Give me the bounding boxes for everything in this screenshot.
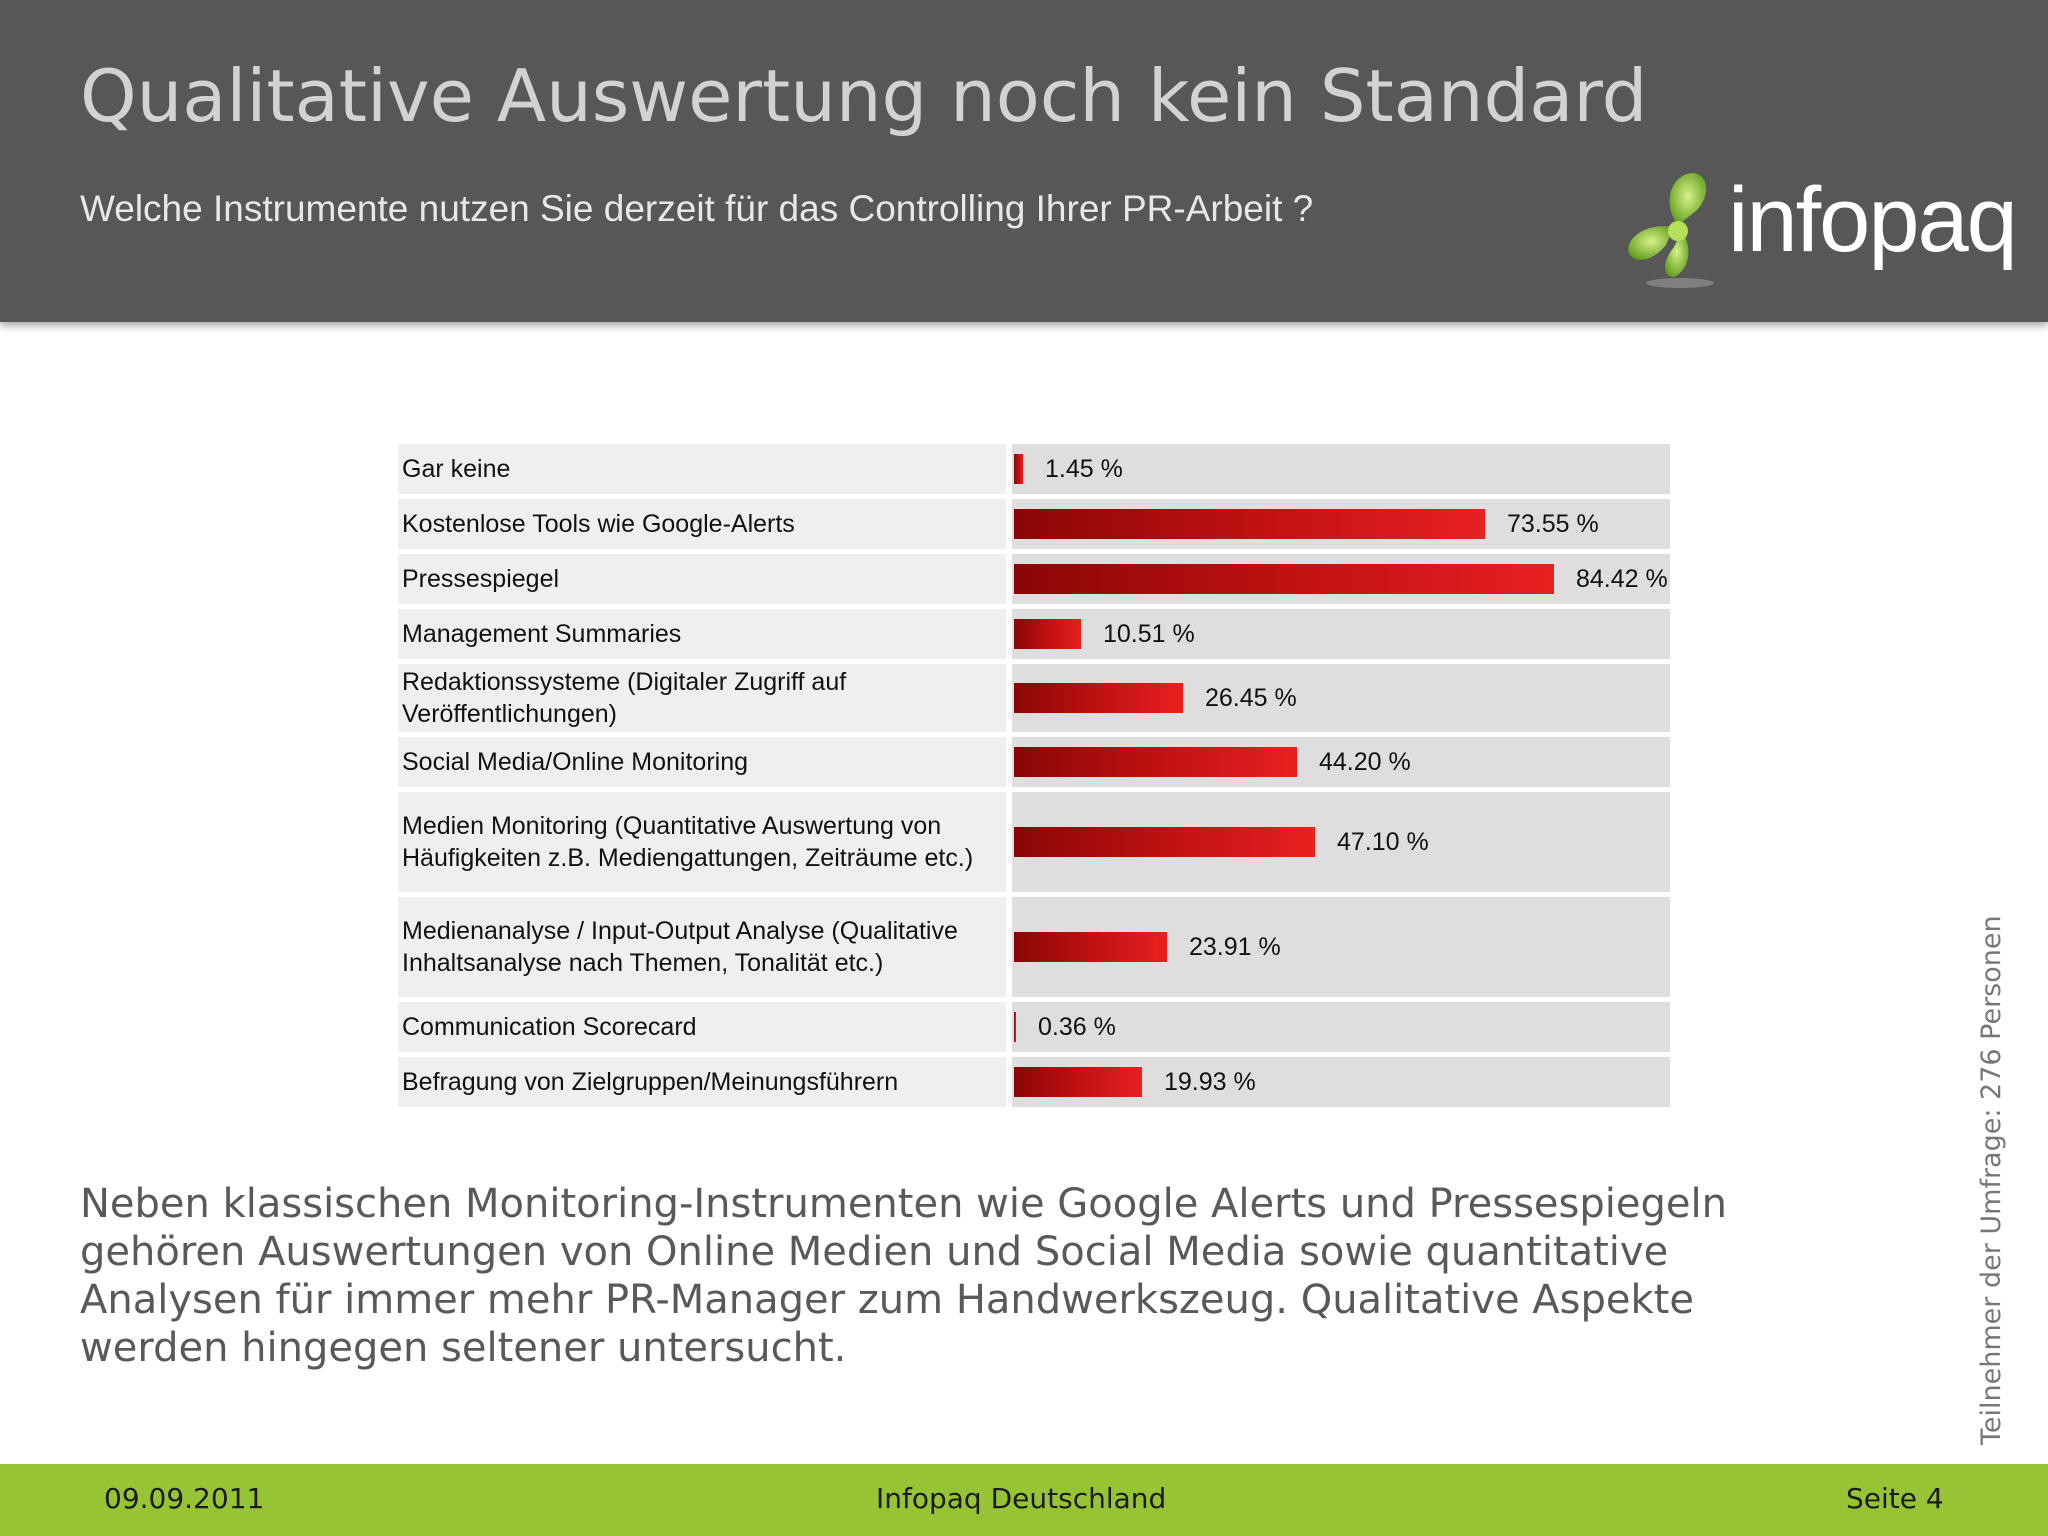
footer-company: Infopaq Deutschland [876, 1482, 1167, 1515]
category-label: Medienanalyse / Input-Output Analyse (Qu… [398, 897, 1006, 997]
data-bar [1014, 564, 1554, 594]
footer-bar: 09.09.2011 Infopaq Deutschland Seite 4 [0, 1464, 2048, 1536]
bar-cell: 73.55 % [1012, 499, 1670, 549]
data-bar [1014, 1012, 1016, 1042]
bar-cell: 23.91 % [1012, 897, 1670, 997]
category-label: Social Media/Online Monitoring [398, 737, 1006, 787]
footer-date: 09.09.2011 [104, 1482, 265, 1515]
bar-cell: 1.45 % [1012, 444, 1670, 494]
chart-row: Communication Scorecard 0.36 % [398, 1002, 1670, 1052]
category-label: Pressespiegel [398, 554, 1006, 604]
value-label: 26.45 % [1205, 684, 1297, 712]
page-title: Qualitative Auswertung noch kein Standar… [80, 54, 1648, 138]
value-label: 1.45 % [1045, 455, 1123, 483]
value-label: 0.36 % [1038, 1013, 1116, 1041]
bar-cell: 10.51 % [1012, 609, 1670, 659]
bar-cell: 47.10 % [1012, 792, 1670, 892]
data-bar [1014, 827, 1315, 857]
logo-propeller-icon [1628, 173, 1714, 288]
participants-note: Teilnehmer der Umfrage: 276 Personen [1976, 915, 2007, 1445]
category-label: Gar keine [398, 444, 1006, 494]
bar-cell: 0.36 % [1012, 1002, 1670, 1052]
value-label: 23.91 % [1189, 933, 1281, 961]
chart-row: Medienanalyse / Input-Output Analyse (Qu… [398, 897, 1670, 997]
data-bar [1014, 509, 1485, 539]
data-bar [1014, 1067, 1142, 1097]
summary-text: Neben klassischen Monitoring-Instrumente… [80, 1181, 1727, 1371]
data-bar [1014, 932, 1167, 962]
bar-cell: 19.93 % [1012, 1057, 1670, 1107]
value-label: 10.51 % [1103, 620, 1195, 648]
logo-wordmark: infopaq [1728, 169, 2018, 271]
chart-row: Redaktionssysteme (Digitaler Zugriff auf… [398, 664, 1670, 732]
value-label: 84.42 % [1576, 565, 1668, 593]
chart-row: Befragung von Zielgruppen/Meinungsführer… [398, 1057, 1670, 1107]
category-label: Communication Scorecard [398, 1002, 1006, 1052]
category-label: Management Summaries [398, 609, 1006, 659]
data-bar [1014, 683, 1183, 713]
bar-chart: Gar keine 1.45 % Kostenlose Tools wie Goog… [398, 444, 1670, 1107]
value-label: 73.55 % [1507, 510, 1599, 538]
bar-cell: 44.20 % [1012, 737, 1670, 787]
value-label: 44.20 % [1319, 748, 1411, 776]
data-bar [1014, 619, 1081, 649]
category-label: Kostenlose Tools wie Google-Alerts [398, 499, 1006, 549]
category-label: Medien Monitoring (Quantitative Auswertu… [398, 792, 1006, 892]
footer-page-number: Seite 4 [1846, 1482, 1944, 1515]
chart-row: Kostenlose Tools wie Google-Alerts 73.55 … [398, 499, 1670, 549]
chart-row: Pressespiegel 84.42 % [398, 554, 1670, 604]
infopaq-logo: infopaq [1622, 165, 2018, 295]
chart-row: Medien Monitoring (Quantitative Auswertu… [398, 792, 1670, 892]
header-banner: Qualitative Auswertung noch kein Standar… [0, 0, 2048, 322]
data-bar [1014, 454, 1023, 484]
category-label: Redaktionssysteme (Digitaler Zugriff auf… [398, 664, 1006, 732]
category-label: Befragung von Zielgruppen/Meinungsführer… [398, 1057, 1006, 1107]
bar-cell: 84.42 % [1012, 554, 1670, 604]
value-label: 47.10 % [1337, 828, 1429, 856]
data-bar [1014, 747, 1297, 777]
page-subtitle: Welche Instrumente nutzen Sie derzeit fü… [80, 188, 1314, 229]
chart-row: Gar keine 1.45 % [398, 444, 1670, 494]
chart-row: Social Media/Online Monitoring 44.20 % [398, 737, 1670, 787]
chart-row: Management Summaries 10.51 % [398, 609, 1670, 659]
value-label: 19.93 % [1164, 1068, 1256, 1096]
bar-cell: 26.45 % [1012, 664, 1670, 732]
